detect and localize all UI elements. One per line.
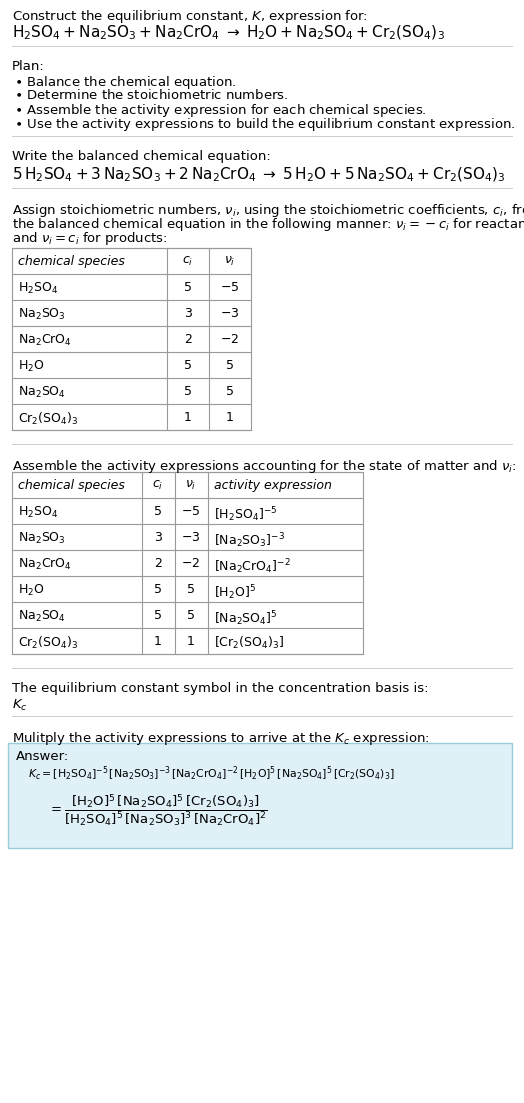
Text: $-3$: $-3$ xyxy=(220,307,239,320)
Text: $\nu_i$: $\nu_i$ xyxy=(185,479,196,492)
Text: $\mathrm{Na_2SO_4}$: $\mathrm{Na_2SO_4}$ xyxy=(18,385,66,400)
Text: $-5$: $-5$ xyxy=(220,281,239,295)
Text: 1: 1 xyxy=(187,635,195,647)
Text: 1: 1 xyxy=(154,635,162,647)
Text: Construct the equilibrium constant, $K$, expression for:: Construct the equilibrium constant, $K$,… xyxy=(12,8,368,25)
Text: $\bullet$ Balance the chemical equation.: $\bullet$ Balance the chemical equation. xyxy=(14,74,236,92)
Text: $\mathrm{5\,H_2SO_4 + 3\,Na_2SO_3 + 2\,Na_2CrO_4 \;\rightarrow\; 5\,H_2O + 5\,Na: $\mathrm{5\,H_2SO_4 + 3\,Na_2SO_3 + 2\,N… xyxy=(12,165,506,184)
Text: 5: 5 xyxy=(154,505,162,518)
Text: 5: 5 xyxy=(226,358,234,372)
Text: $-5$: $-5$ xyxy=(181,505,201,518)
Text: $\mathrm{Na_2SO_4}$: $\mathrm{Na_2SO_4}$ xyxy=(18,609,66,624)
Text: 1: 1 xyxy=(184,411,192,424)
Text: $[\mathrm{Na_2SO_4}]^{5}$: $[\mathrm{Na_2SO_4}]^{5}$ xyxy=(214,609,278,628)
Text: 5: 5 xyxy=(226,385,234,398)
Text: $[\mathrm{Na_2CrO_4}]^{-2}$: $[\mathrm{Na_2CrO_4}]^{-2}$ xyxy=(214,557,291,576)
Text: 3: 3 xyxy=(184,307,192,320)
Text: $\mathrm{Na_2CrO_4}$: $\mathrm{Na_2CrO_4}$ xyxy=(18,557,72,572)
Text: $-3$: $-3$ xyxy=(181,531,201,544)
Text: $\bullet$ Determine the stoichiometric numbers.: $\bullet$ Determine the stoichiometric n… xyxy=(14,88,289,101)
Text: Mulitply the activity expressions to arrive at the $K_c$ expression:: Mulitply the activity expressions to arr… xyxy=(12,730,430,747)
Text: $\mathrm{H_2SO_4 + Na_2SO_3 + Na_2CrO_4 \;\rightarrow\; H_2O + Na_2SO_4 + Cr_2(S: $\mathrm{H_2SO_4 + Na_2SO_3 + Na_2CrO_4 … xyxy=(12,24,445,42)
Text: $[\mathrm{H_2O}]^{5}$: $[\mathrm{H_2O}]^{5}$ xyxy=(214,583,256,602)
Text: $c_i$: $c_i$ xyxy=(182,255,194,268)
Text: $\mathrm{Cr_2(SO_4)_3}$: $\mathrm{Cr_2(SO_4)_3}$ xyxy=(18,411,79,427)
Text: $\nu_i$: $\nu_i$ xyxy=(224,255,236,268)
Text: Plan:: Plan: xyxy=(12,60,45,73)
Text: $\bullet$ Assemble the activity expression for each chemical species.: $\bullet$ Assemble the activity expressi… xyxy=(14,101,427,119)
Text: 5: 5 xyxy=(154,583,162,596)
Text: 5: 5 xyxy=(184,281,192,295)
Text: 1: 1 xyxy=(226,411,234,424)
Text: $\mathrm{H_2SO_4}$: $\mathrm{H_2SO_4}$ xyxy=(18,505,58,521)
Text: $[\mathrm{Cr_2(SO_4)_3}]$: $[\mathrm{Cr_2(SO_4)_3}]$ xyxy=(214,635,284,651)
Text: chemical species: chemical species xyxy=(18,255,125,268)
Text: 5: 5 xyxy=(154,609,162,622)
Text: 5: 5 xyxy=(187,583,195,596)
Text: 2: 2 xyxy=(184,333,192,346)
Text: $-2$: $-2$ xyxy=(221,333,239,346)
Text: $\mathrm{Cr_2(SO_4)_3}$: $\mathrm{Cr_2(SO_4)_3}$ xyxy=(18,635,79,651)
Text: Assign stoichiometric numbers, $\nu_i$, using the stoichiometric coefficients, $: Assign stoichiometric numbers, $\nu_i$, … xyxy=(12,202,524,219)
Text: $\mathrm{H_2SO_4}$: $\mathrm{H_2SO_4}$ xyxy=(18,281,58,296)
Text: $\mathrm{Na_2SO_3}$: $\mathrm{Na_2SO_3}$ xyxy=(18,531,66,546)
Text: Assemble the activity expressions accounting for the state of matter and $\nu_i$: Assemble the activity expressions accoun… xyxy=(12,458,517,475)
Text: The equilibrium constant symbol in the concentration basis is:: The equilibrium constant symbol in the c… xyxy=(12,682,429,695)
Text: the balanced chemical equation in the following manner: $\nu_i = -c_i$ for react: the balanced chemical equation in the fo… xyxy=(12,216,524,233)
Bar xyxy=(12,248,251,430)
Text: $c_i$: $c_i$ xyxy=(152,479,163,492)
Text: $[\mathrm{Na_2SO_3}]^{-3}$: $[\mathrm{Na_2SO_3}]^{-3}$ xyxy=(214,531,285,549)
Text: Write the balanced chemical equation:: Write the balanced chemical equation: xyxy=(12,150,271,163)
Text: $\mathrm{Na_2SO_3}$: $\mathrm{Na_2SO_3}$ xyxy=(18,307,66,322)
Bar xyxy=(8,743,512,848)
Text: 5: 5 xyxy=(187,609,195,622)
Text: $\mathrm{H_2O}$: $\mathrm{H_2O}$ xyxy=(18,358,45,374)
Text: 5: 5 xyxy=(184,358,192,372)
Text: $= \dfrac{[\mathrm{H_2O}]^5\,[\mathrm{Na_2SO_4}]^5\,[\mathrm{Cr_2(SO_4)_3}]}{[\m: $= \dfrac{[\mathrm{H_2O}]^5\,[\mathrm{Na… xyxy=(48,793,268,829)
Text: Answer:: Answer: xyxy=(16,750,69,763)
Text: $-2$: $-2$ xyxy=(181,557,201,570)
Text: $\mathrm{H_2O}$: $\mathrm{H_2O}$ xyxy=(18,583,45,598)
Text: and $\nu_i = c_i$ for products:: and $\nu_i = c_i$ for products: xyxy=(12,231,168,247)
Text: 2: 2 xyxy=(154,557,162,570)
Text: activity expression: activity expression xyxy=(214,479,332,492)
Text: $K_c = [\mathrm{H_2SO_4}]^{-5}\,[\mathrm{Na_2SO_3}]^{-3}\,[\mathrm{Na_2CrO_4}]^{: $K_c = [\mathrm{H_2SO_4}]^{-5}\,[\mathrm… xyxy=(28,765,395,783)
Text: chemical species: chemical species xyxy=(18,479,125,492)
Bar xyxy=(12,472,363,654)
Text: $[\mathrm{H_2SO_4}]^{-5}$: $[\mathrm{H_2SO_4}]^{-5}$ xyxy=(214,505,277,524)
Text: $\bullet$ Use the activity expressions to build the equilibrium constant express: $\bullet$ Use the activity expressions t… xyxy=(14,116,516,133)
Text: $\mathrm{Na_2CrO_4}$: $\mathrm{Na_2CrO_4}$ xyxy=(18,333,72,349)
Text: 3: 3 xyxy=(154,531,162,544)
Text: $K_c$: $K_c$ xyxy=(12,698,28,714)
Text: 5: 5 xyxy=(184,385,192,398)
